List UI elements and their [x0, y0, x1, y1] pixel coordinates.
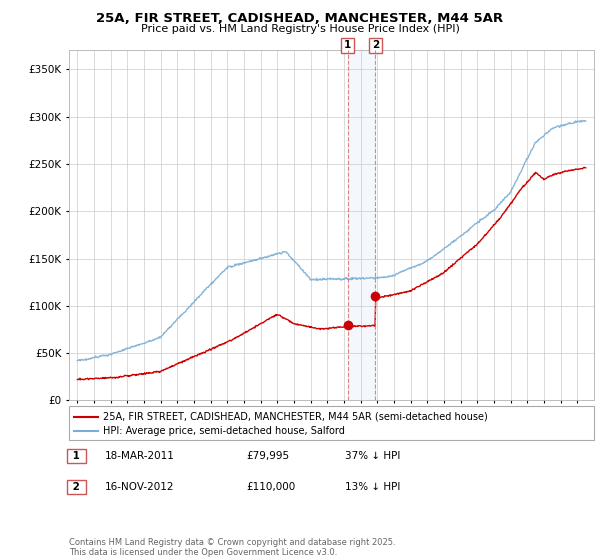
Bar [347, 50, 376, 400]
Text: 16-NOV-2012: 16-NOV-2012 [105, 482, 175, 492]
Text: 2: 2 [372, 40, 379, 50]
Text: Price paid vs. HM Land Registry's House Price Index (HPI): Price paid vs. HM Land Registry's House … [140, 24, 460, 34]
Text: 25A, FIR STREET, CADISHEAD, MANCHESTER, M44 5AR (semi-detached house): 25A, FIR STREET, CADISHEAD, MANCHESTER, … [103, 412, 488, 422]
Text: £79,995: £79,995 [246, 451, 289, 461]
Text: 2: 2 [69, 482, 83, 492]
Text: Contains HM Land Registry data © Crown copyright and database right 2025.
This d: Contains HM Land Registry data © Crown c… [69, 538, 395, 557]
Text: HPI: Average price, semi-detached house, Salford: HPI: Average price, semi-detached house,… [103, 426, 345, 436]
Text: 25A, FIR STREET, CADISHEAD, MANCHESTER, M44 5AR: 25A, FIR STREET, CADISHEAD, MANCHESTER, … [97, 12, 503, 25]
Text: 1: 1 [344, 40, 351, 50]
Text: 13% ↓ HPI: 13% ↓ HPI [345, 482, 400, 492]
Text: £110,000: £110,000 [246, 482, 295, 492]
Text: 1: 1 [69, 451, 83, 461]
Text: 37% ↓ HPI: 37% ↓ HPI [345, 451, 400, 461]
Text: 18-MAR-2011: 18-MAR-2011 [105, 451, 175, 461]
